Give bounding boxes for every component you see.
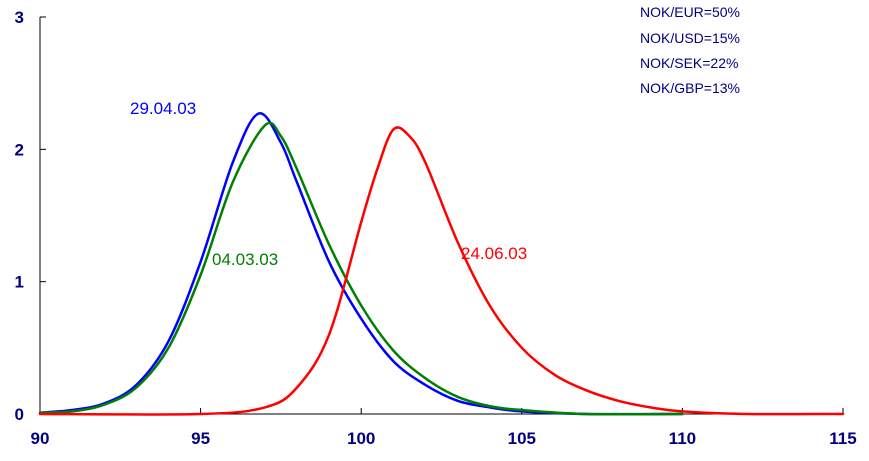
weight-nok-gbp: NOK/GBP=13% xyxy=(640,80,740,96)
weight-nok-sek: NOK/SEK=22% xyxy=(640,55,738,71)
x-tick-label: 115 xyxy=(829,429,856,448)
series-label-29-04-03: 29.04.03 xyxy=(130,99,196,118)
y-tick-label: 0 xyxy=(15,405,24,424)
series-line-29-04-03 xyxy=(38,112,684,416)
series-line-04-03-03 xyxy=(38,121,684,416)
weights-annotation: NOK/EUR=50% NOK/USD=15% NOK/SEK=22% NOK/… xyxy=(640,4,740,96)
series-label-24-06-03: 24.06.03 xyxy=(461,244,527,263)
series-labels: 29.04.03 04.03.03 24.06.03 xyxy=(130,99,527,269)
x-tick-label: 90 xyxy=(31,429,50,448)
weight-nok-eur: NOK/EUR=50% xyxy=(640,4,740,20)
series-label-04-03-03: 04.03.03 xyxy=(212,250,278,269)
y-tick-label: 1 xyxy=(15,273,24,292)
series-line-24-06-03 xyxy=(38,126,845,416)
y-tick-label: 3 xyxy=(15,8,24,27)
x-tick-label: 105 xyxy=(508,429,536,448)
y-tick-label: 2 xyxy=(15,140,24,159)
x-tick-label: 95 xyxy=(191,429,210,448)
x-tick-label: 110 xyxy=(669,429,696,448)
weight-nok-usd: NOK/USD=15% xyxy=(640,30,740,46)
series-group xyxy=(38,112,845,416)
x-tick-label: 100 xyxy=(347,429,375,448)
